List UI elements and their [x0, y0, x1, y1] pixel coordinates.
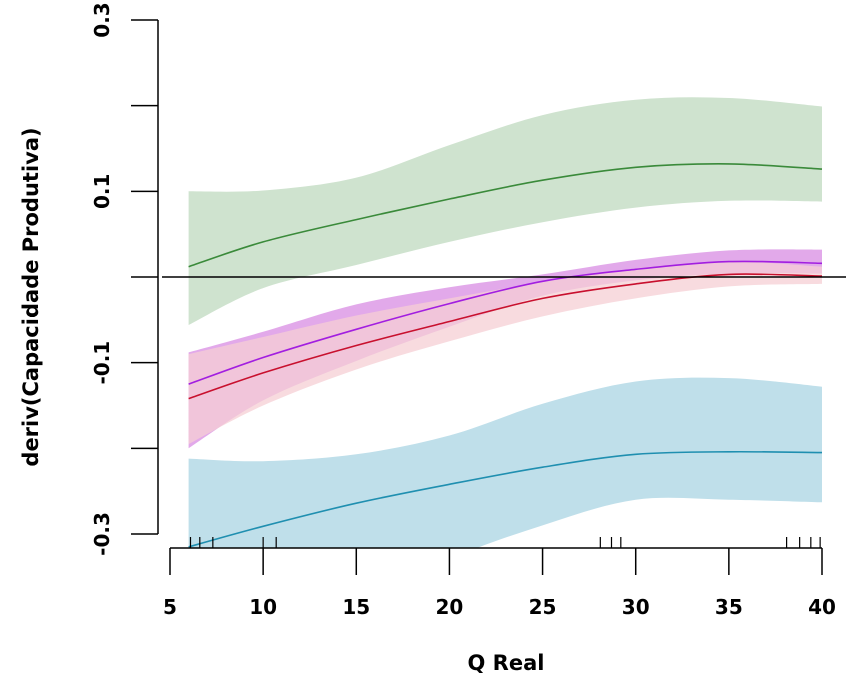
x-tick-label: 30: [622, 595, 650, 619]
series-lines: [188, 163, 823, 548]
x-tick-label: 10: [249, 595, 277, 619]
confidence-bands: [188, 97, 823, 548]
y-tick-label: -0.1: [90, 341, 114, 385]
series-line-2: [188, 260, 823, 385]
x-tick-label: 35: [715, 595, 743, 619]
series-line-3: [188, 273, 823, 400]
x-axis: 5 10 15 20 25 30 35 40: [163, 547, 836, 619]
x-tick-label: 15: [342, 595, 370, 619]
x-tick-label: 5: [163, 595, 177, 619]
y-tick-label: 0.3: [90, 2, 114, 37]
y-tick-label: 0.1: [90, 174, 114, 209]
x-tick-label: 40: [808, 595, 836, 619]
y-axis-title: deriv(Capacidade Produtiva): [19, 127, 43, 466]
series-line-1: [188, 163, 823, 268]
series-line-4: [188, 450, 823, 548]
y-tick-label: -0.3: [90, 512, 114, 556]
x-tick-label: 20: [436, 595, 464, 619]
x-axis-title: Q Real: [468, 651, 545, 675]
x-tick-label: 25: [529, 595, 557, 619]
confidence-band-3: [188, 261, 823, 445]
y-axis: -0.3 -0.1 0.1 0.3: [90, 2, 159, 556]
confidence-band-4: [188, 377, 822, 548]
rug-ticks: [189, 537, 821, 548]
confidence-band-1: [188, 97, 823, 326]
